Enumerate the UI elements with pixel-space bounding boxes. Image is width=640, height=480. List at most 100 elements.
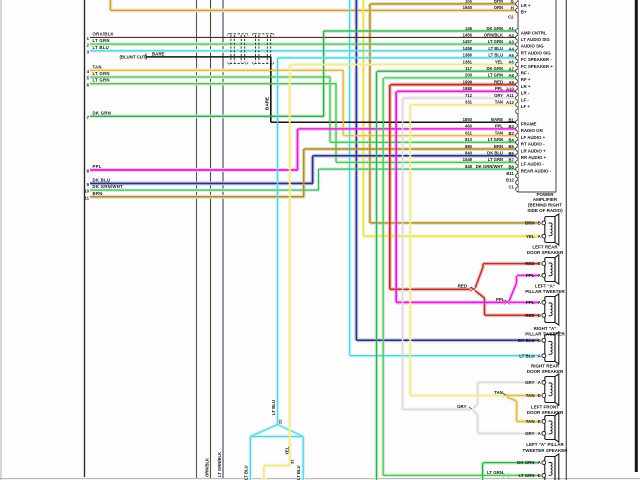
svg-text:LF AUDIO +: LF AUDIO + [521, 135, 546, 140]
svg-text:B: B [538, 313, 541, 318]
svg-text:LF -: LF - [521, 97, 530, 102]
svg-text:DK GRN: DK GRN [486, 26, 503, 31]
svg-text:B3: B3 [508, 131, 514, 136]
svg-text:A11: A11 [506, 93, 514, 98]
svg-text:A8: A8 [508, 73, 514, 78]
svg-text:SIDE OF RADIO): SIDE OF RADIO) [527, 208, 563, 213]
svg-text:B: B [538, 473, 541, 478]
svg-text:LT GRN: LT GRN [488, 137, 503, 142]
svg-text:GRY: GRY [494, 93, 503, 98]
svg-text:A: A [538, 273, 542, 278]
svg-text:BARE: BARE [152, 52, 165, 57]
svg-text:C2: C2 [508, 14, 514, 19]
svg-text:A: A [538, 353, 542, 358]
svg-text:A10: A10 [506, 87, 514, 92]
svg-text:5: 5 [87, 76, 90, 81]
svg-text:DK BLU: DK BLU [487, 151, 503, 156]
svg-text:117: 117 [465, 66, 472, 71]
svg-text:11: 11 [84, 195, 89, 200]
svg-text:LEFT "A" PILLAR: LEFT "A" PILLAR [526, 442, 564, 447]
svg-text:PPL: PPL [495, 124, 504, 129]
svg-text:B2: B2 [508, 124, 514, 129]
svg-text:C1: C1 [508, 184, 514, 189]
svg-text:6: 6 [87, 82, 90, 87]
svg-text:FRAME: FRAME [521, 122, 537, 127]
svg-text:LT BLU: LT BLU [243, 465, 248, 480]
svg-text:G: G [511, 0, 514, 4]
svg-text:1940: 1940 [463, 5, 473, 10]
svg-text:1: 1 [87, 36, 90, 41]
svg-text:ORA/BLK: ORA/BLK [93, 31, 115, 36]
svg-text:LT GRN/BLK: LT GRN/BLK [217, 452, 222, 477]
svg-text:DK GRN: DK GRN [93, 110, 111, 115]
svg-text:LR +: LR + [521, 3, 531, 8]
svg-text:1999: 1999 [463, 79, 473, 84]
svg-text:GRY: GRY [525, 431, 534, 436]
svg-text:AUDIO SIG: AUDIO SIG [521, 44, 545, 49]
svg-text:DK GRN: DK GRN [486, 66, 503, 71]
svg-text:PILLAR TWEETER: PILLAR TWEETER [525, 289, 565, 294]
svg-text:YEL: YEL [284, 446, 289, 455]
svg-text:BRN: BRN [494, 144, 503, 149]
svg-text:LT GRN: LT GRN [93, 71, 110, 76]
svg-text:DK GRN/WHT: DK GRN/WHT [93, 184, 124, 189]
svg-text:BARE: BARE [491, 117, 503, 122]
svg-text:4: 4 [87, 69, 90, 74]
svg-text:FC SPEAKER +: FC SPEAKER + [521, 64, 554, 69]
svg-text:LT BLU: LT BLU [296, 465, 301, 480]
svg-text:RADIO ON: RADIO ON [521, 128, 543, 133]
svg-text:RF -: RF - [521, 71, 530, 76]
svg-text:A: A [538, 234, 542, 239]
svg-text:LT BLU: LT BLU [93, 45, 109, 50]
svg-text:PPL: PPL [495, 86, 504, 91]
svg-text:A5: A5 [508, 53, 514, 58]
svg-text:GRY: GRY [525, 380, 534, 385]
svg-text:PPL: PPL [93, 164, 102, 169]
svg-text:A: A [538, 380, 542, 385]
svg-text:LEFT REAR: LEFT REAR [532, 245, 558, 250]
svg-text:POWER: POWER [536, 192, 554, 197]
svg-text:LEFT FRONT: LEFT FRONT [531, 404, 559, 409]
svg-text:A: A [538, 460, 542, 465]
svg-text:DK GRN: DK GRN [517, 460, 534, 465]
svg-text:3: 3 [87, 49, 90, 54]
svg-text:DOOR SPEAKER: DOOR SPEAKER [527, 410, 564, 415]
svg-text:GRY: GRY [457, 404, 466, 409]
svg-text:A7: A7 [508, 66, 514, 71]
svg-text:B: B [538, 221, 541, 226]
svg-text:TAN: TAN [495, 130, 503, 135]
svg-text:TAN: TAN [526, 393, 535, 398]
svg-text:LF AUDIO -: LF AUDIO - [521, 162, 545, 167]
svg-text:1456: 1456 [463, 33, 473, 38]
svg-text:RIGHT "A": RIGHT "A" [534, 326, 557, 331]
svg-text:B: B [538, 419, 541, 424]
svg-text:LT BLU: LT BLU [488, 53, 503, 58]
svg-text:B6: B6 [508, 151, 514, 156]
svg-text:1457: 1457 [463, 39, 473, 44]
svg-text:LT GRN: LT GRN [488, 73, 503, 78]
svg-text:880: 880 [465, 144, 473, 149]
svg-text:RED: RED [458, 283, 467, 288]
svg-text:LEFT "A": LEFT "A" [535, 283, 555, 288]
svg-text:LT GRN: LT GRN [93, 78, 110, 83]
svg-text:(BEHIND RIGHT: (BEHIND RIGHT [528, 203, 562, 208]
svg-text:LR -: LR - [521, 91, 530, 96]
svg-text:A3: A3 [508, 40, 514, 45]
svg-text:ORN/BLK: ORN/BLK [204, 458, 209, 477]
svg-text:REAR AUDIO -: REAR AUDIO - [521, 168, 552, 173]
svg-text:RF +: RF + [521, 77, 531, 82]
svg-text:LF +: LF + [521, 104, 531, 109]
svg-text:TAN: TAN [495, 100, 503, 105]
svg-text:460: 460 [465, 124, 473, 129]
svg-text:1458: 1458 [463, 46, 473, 51]
svg-text:1380: 1380 [463, 53, 473, 58]
svg-text:840: 840 [465, 151, 473, 156]
svg-text:RED: RED [525, 313, 534, 318]
svg-text:LR +: LR + [521, 84, 531, 89]
svg-text:A: A [538, 300, 542, 305]
svg-text:LT GRN: LT GRN [488, 157, 503, 162]
svg-text:1850: 1850 [463, 117, 473, 122]
svg-text:848: 848 [465, 164, 473, 169]
svg-text:8: 8 [87, 169, 90, 174]
svg-text:RR AUDIO +: RR AUDIO + [521, 155, 547, 160]
